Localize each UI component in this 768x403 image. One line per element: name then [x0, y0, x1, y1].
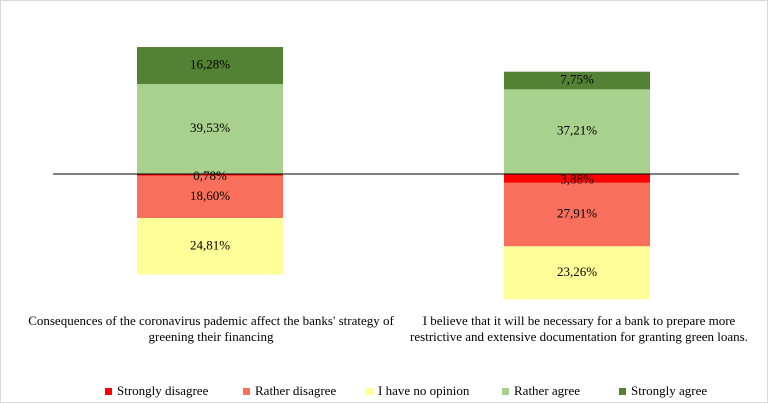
- legend-swatch: [366, 388, 373, 395]
- data-label: 0,78%: [193, 168, 227, 183]
- legend-swatch: [502, 388, 509, 395]
- category-label: Consequences of the coronavirus pademic …: [28, 313, 394, 344]
- category-label: I believe that it will be necessary for …: [410, 313, 748, 344]
- data-label: 27,91%: [557, 206, 597, 221]
- legend-swatch: [105, 388, 112, 395]
- data-label: 16,28%: [190, 57, 230, 72]
- data-label: 24,81%: [190, 237, 230, 252]
- data-label: 39,53%: [190, 120, 230, 135]
- legend-label: Rather agree: [514, 383, 580, 398]
- legend-label: I have no opinion: [378, 383, 470, 398]
- bar-segment: [137, 47, 283, 85]
- data-label: 18,60%: [190, 188, 230, 203]
- legend-label: Strongly agree: [631, 383, 707, 398]
- legend-swatch: [619, 388, 626, 395]
- legend-label: Strongly disagree: [117, 383, 209, 398]
- bar-segment: [504, 182, 650, 247]
- bar-segment: [137, 175, 283, 219]
- data-label: 23,26%: [557, 264, 597, 279]
- data-label: 3,88%: [560, 171, 594, 186]
- data-label: 7,75%: [560, 72, 594, 87]
- data-label: 37,21%: [557, 123, 597, 138]
- bar-segment: [137, 84, 283, 174]
- bar-segment: [504, 89, 650, 174]
- bar-segment: [504, 71, 650, 90]
- legend-label: Rather disagree: [255, 383, 336, 398]
- legend-swatch: [243, 388, 250, 395]
- bar-segment: [504, 174, 650, 183]
- bar-segment: [137, 174, 283, 176]
- bar-segment: [504, 246, 650, 300]
- bar-segment: [137, 218, 283, 275]
